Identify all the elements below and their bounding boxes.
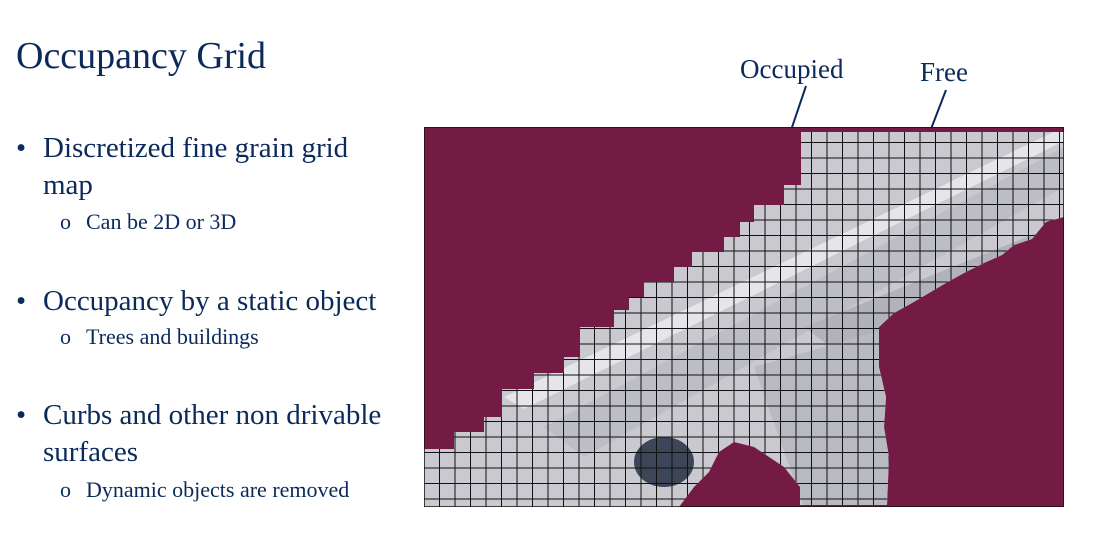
slide-title: Occupancy Grid <box>16 35 267 77</box>
bullet-text: Discretized fine grain grid <box>43 132 349 164</box>
bullet-text-cont: surfaces <box>43 436 139 468</box>
bullet-item: • Discretized fine grain grid map <box>16 130 426 204</box>
sub-bullet-item: o Dynamic objects are removed <box>60 476 349 504</box>
sub-bullet-glyph: o <box>60 324 71 349</box>
sub-bullet-text: Can be 2D or 3D <box>86 209 237 234</box>
occupancy-grid-image <box>424 127 1064 507</box>
sub-bullet-glyph: o <box>60 209 71 234</box>
sub-bullet-item: o Can be 2D or 3D <box>60 208 236 236</box>
sub-bullet-text: Trees and buildings <box>86 324 259 349</box>
bullet-text-cont: map <box>43 169 93 201</box>
bullet-glyph: • <box>16 399 27 431</box>
free-label: Free <box>920 57 968 87</box>
bullet-glyph: • <box>16 132 27 164</box>
sub-bullet-item: o Trees and buildings <box>60 323 259 351</box>
bullet-text: Occupancy by a static object <box>43 285 377 317</box>
sub-bullet-glyph: o <box>60 477 71 502</box>
bullet-glyph: • <box>16 285 27 317</box>
occupied-label: Occupied <box>740 54 844 84</box>
bullet-text: Curbs and other non drivable <box>43 399 382 431</box>
sub-bullet-text: Dynamic objects are removed <box>86 477 350 502</box>
bullet-item: • Curbs and other non drivable surfaces <box>16 397 426 471</box>
bullet-item: • Occupancy by a static object <box>16 283 426 320</box>
